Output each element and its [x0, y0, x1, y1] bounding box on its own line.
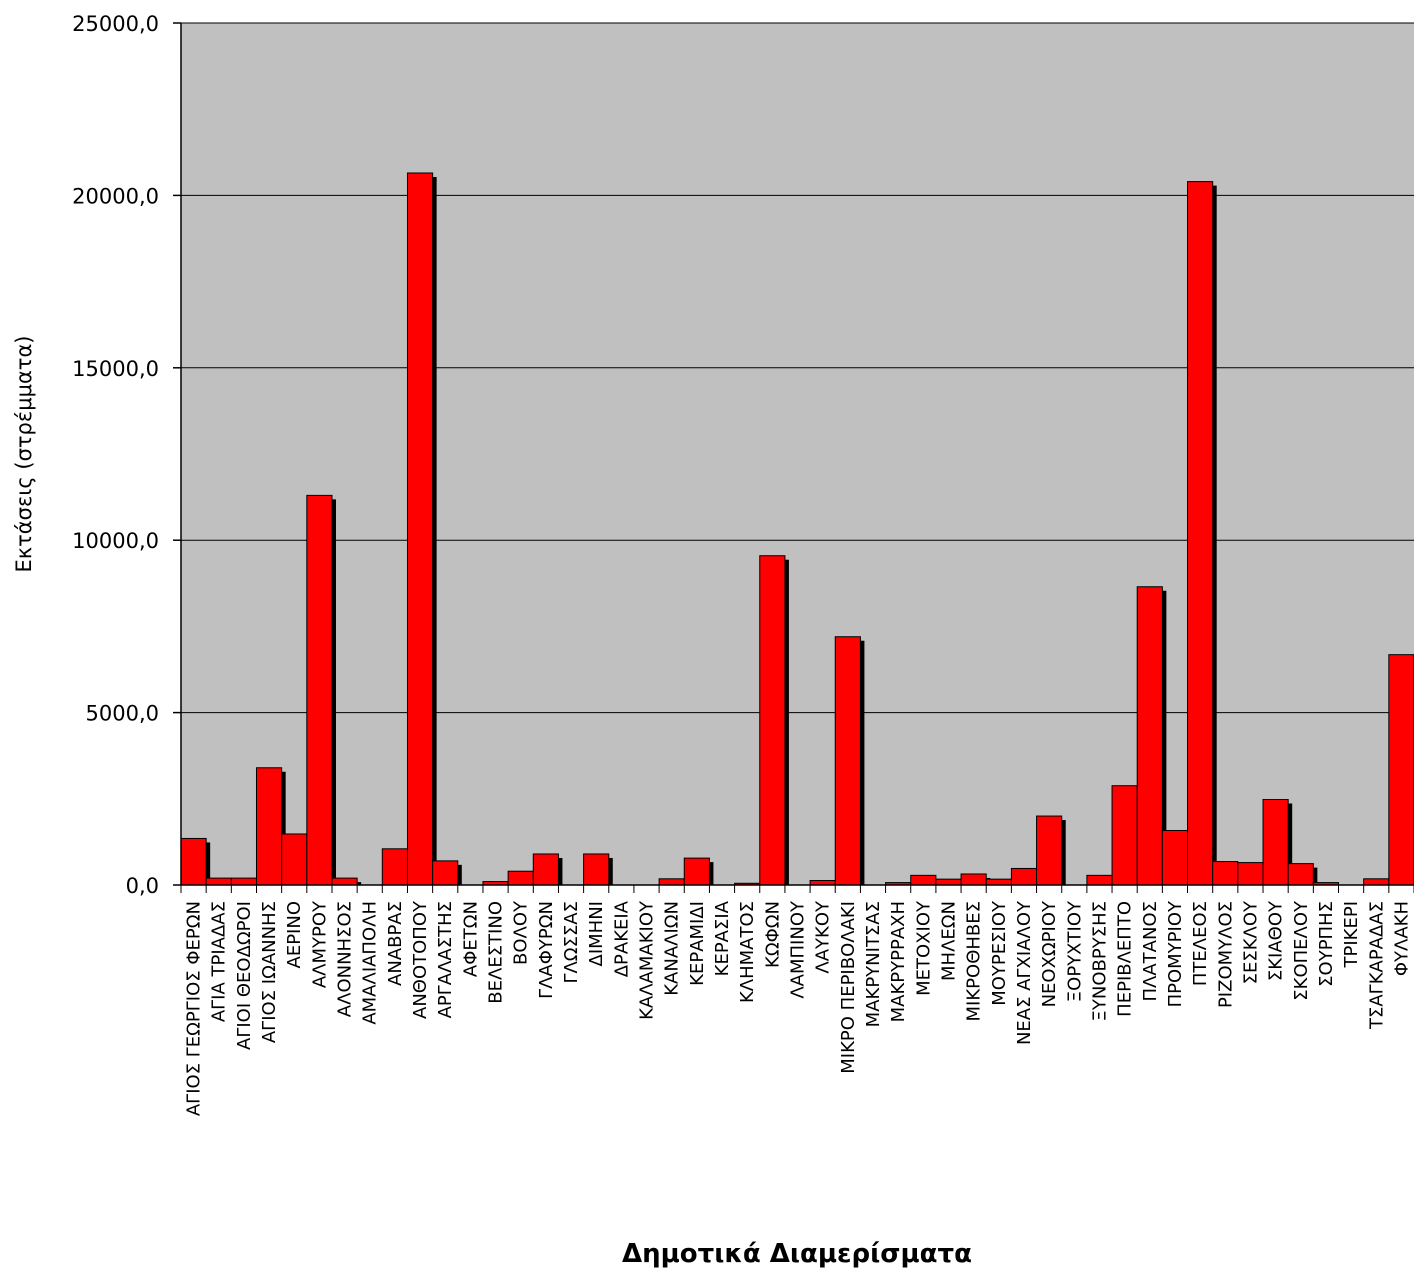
- bar: [960, 873, 987, 886]
- x-category-label: ΑΜΑΛΙΑΠΟΛΗ: [360, 901, 381, 1025]
- bar: [583, 853, 610, 886]
- bar: [910, 874, 937, 886]
- bar: [759, 555, 786, 886]
- bar: [1036, 815, 1063, 886]
- x-category-label: ΣΕΣΚΛΟΥ: [1240, 900, 1261, 984]
- y-tick-label: 20000,0: [72, 184, 159, 208]
- x-category-label: ΑΦΕΤΩΝ: [460, 901, 481, 977]
- x-category-label: ΒΟΛΟΥ: [511, 900, 532, 965]
- x-category-label: ΛΑΥΚΟΥ: [813, 900, 834, 974]
- x-category-label: ΒΕΛΕΣΤΙΝΟ: [486, 901, 507, 1004]
- bar: [432, 860, 459, 886]
- bar: [230, 877, 257, 886]
- bar: [1136, 586, 1163, 886]
- x-category-label: ΜΑΚΡΥΡΡΑΧΗ: [888, 901, 909, 1022]
- x-category-label: ΛΑΜΠΙΝΟΥ: [788, 900, 809, 999]
- bar: [1262, 798, 1289, 886]
- y-tick-label: 10000,0: [72, 529, 159, 553]
- x-category-label: ΑΓΙΟΙ ΘΕΟΔΩΡΟΙ: [234, 901, 255, 1050]
- x-category-label: ΑΓΙΑ ΤΡΙΑΔΑΣ: [209, 901, 230, 1022]
- y-tick-label: 25000,0: [72, 12, 159, 36]
- x-category-label: ΞΥΝΟΒΡΥΣΗΣ: [1090, 901, 1111, 1021]
- x-category-label: ΑΡΓΑΛΑΣΤΗΣ: [435, 901, 456, 1018]
- bar: [935, 878, 962, 886]
- bars: [180, 172, 1414, 886]
- x-axis-title: Δημοτικά Διαμερίσματα: [622, 1239, 972, 1269]
- bar: [1388, 654, 1414, 886]
- x-category-label: ΑΛΟΝΝΗΣΟΣ: [335, 901, 356, 1017]
- bar: [381, 848, 408, 886]
- y-tick-label: 0,0: [126, 874, 159, 898]
- x-category-label: ΣΚΙΑΘΟΥ: [1266, 900, 1287, 981]
- x-category-label: ΑΝΘΟΤΟΠΟΥ: [410, 900, 431, 1019]
- bar: [281, 833, 308, 886]
- x-category-label: ΔΙΜΗΝΙ: [586, 901, 607, 966]
- y-tick-labels: 0,0 5000,0 10000,0 15000,0 20000,0 25000,0: [72, 12, 159, 898]
- x-category-label: ΤΣΑΓΚΑΡΑΔΑΣ: [1366, 901, 1387, 1030]
- bar: [1010, 867, 1038, 886]
- y-tick-label: 5000,0: [86, 702, 159, 726]
- x-category-label: ΑΕΡΙΝΟ: [284, 901, 305, 968]
- bar: [1237, 862, 1264, 886]
- bar: [507, 870, 534, 886]
- x-category-label: ΔΡΑΚΕΙΑ: [611, 900, 632, 977]
- x-category-label: ΑΛΜΥΡΟΥ: [309, 900, 330, 988]
- x-category-label: ΑΝΑΒΡΑΣ: [385, 901, 406, 986]
- bar: [1287, 863, 1314, 886]
- x-category-label: ΚΕΡΑΣΙΑ: [712, 900, 733, 976]
- x-category-label: ΡΙΖΟΜΥΛΟΣ: [1215, 901, 1236, 1008]
- x-category-label: ΚΛΗΜΑΤΟΣ: [737, 901, 758, 1003]
- bar: [255, 767, 283, 886]
- x-category-label: ΝΕΟΧΩΡΙΟΥ: [1039, 900, 1060, 1007]
- bar: [1212, 861, 1239, 886]
- bar: [834, 636, 861, 886]
- x-category-labels: ΑΓΙΟΣ ΓΕΩΡΓΙΟΣ ΦΕΡΩΝ ΑΓΙΑ ΤΡΙΑΔΑΣ ΑΓΙΟΙ ΘΕ…: [184, 900, 1413, 1116]
- x-category-label: ΠΕΡΙΒΛΕΠΤΟ: [1115, 901, 1136, 1017]
- x-category-label: ΦΥΛΑΚΗ: [1391, 901, 1412, 976]
- x-category-label: ΤΡΙΚΕΡΙ: [1341, 901, 1362, 969]
- x-category-label: ΝΕΑΣ ΑΓΧΙΑΛΟΥ: [1014, 900, 1035, 1045]
- axes: [173, 22, 1414, 893]
- bar: [532, 853, 559, 886]
- bar: [205, 877, 232, 886]
- x-category-label: ΚΑΛΑΜΑΚΙΟΥ: [637, 900, 658, 1020]
- bar: [180, 837, 207, 886]
- x-category-label: ΠΛΑΤΑΝΟΣ: [1140, 901, 1161, 1001]
- bar: [1363, 878, 1390, 886]
- x-category-label: ΜΟΥΡΕΣΙΟΥ: [989, 900, 1010, 1006]
- x-category-label: ΚΑΝΑΛΙΩΝ: [662, 901, 683, 996]
- y-axis-title: Εκτάσεις (στρέμματα): [12, 336, 36, 573]
- bar: [306, 494, 333, 886]
- bar: [1187, 181, 1214, 886]
- bar: [658, 878, 685, 886]
- x-category-label: ΜΙΚΡΟ ΠΕΡΙΒΟΛΑΚΙ: [838, 901, 859, 1074]
- bar: [1086, 874, 1113, 886]
- x-category-label: ΜΕΤΟΧΙΟΥ: [913, 900, 934, 996]
- bar: [406, 172, 434, 886]
- x-category-label: ΚΩΦΩΝ: [762, 901, 783, 968]
- plot-area: [181, 23, 1414, 885]
- x-category-label: ΣΟΥΡΠΗΣ: [1316, 901, 1337, 987]
- x-category-label: ΣΚΟΠΕΛΟΥ: [1291, 900, 1312, 1001]
- x-category-label: ΚΕΡΑΜΙΔΙ: [687, 901, 708, 986]
- x-category-label: ΜΙΚΡΟΘΗΒΕΣ: [964, 901, 985, 1021]
- y-tick-label: 15000,0: [72, 357, 159, 381]
- bar: [1161, 830, 1189, 886]
- x-category-label: ΓΛΑΦΥΡΩΝ: [536, 901, 557, 999]
- x-category-label: ΑΓΙΟΣ ΓΕΩΡΓΙΟΣ ΦΕΡΩΝ: [184, 901, 205, 1116]
- x-category-label: ΠΡΟΜΥΡΙΟΥ: [1165, 900, 1186, 1007]
- x-category-label: ΜΑΚΡΥΝΙΤΣΑΣ: [863, 901, 884, 1027]
- x-category-label: ΓΛΩΣΣΑΣ: [561, 901, 582, 984]
- x-category-label: ΠΤΕΛΕΟΣ: [1190, 901, 1211, 986]
- x-category-label: ΜΗΛΕΩΝ: [939, 901, 960, 981]
- bar: [985, 878, 1012, 886]
- x-category-label: ΑΓΙΟΣ ΙΩΑΝΝΗΣ: [259, 901, 280, 1043]
- x-category-label: ΞΟΡΥΧΤΙΟΥ: [1064, 900, 1085, 1002]
- bar: [331, 877, 358, 886]
- bar: [1111, 785, 1138, 886]
- bar: [683, 857, 710, 886]
